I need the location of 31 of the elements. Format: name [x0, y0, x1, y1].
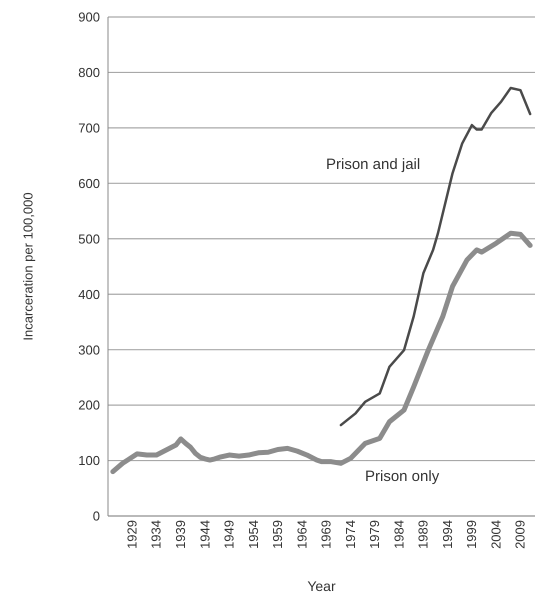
x-tick-label: 1989 — [416, 520, 431, 549]
x-tick-label: 1979 — [367, 520, 382, 549]
x-tick-label: 1929 — [124, 520, 140, 549]
x-tick-label: 1959 — [270, 520, 286, 549]
x-tick-label: 2004 — [488, 520, 504, 549]
x-tick-label: 1964 — [294, 520, 310, 549]
y-tick-label: 700 — [78, 120, 100, 136]
y-tick-label: 800 — [78, 65, 100, 80]
y-tick-label: 400 — [78, 286, 100, 302]
x-tick-label: 1949 — [222, 520, 237, 549]
x-tick-label: 1934 — [148, 520, 164, 549]
x-tick-label: 1939 — [173, 520, 188, 549]
y-tick-label: 600 — [78, 176, 100, 191]
x-tick-label: 2009 — [512, 520, 528, 549]
x-tick-label: 1984 — [391, 520, 406, 549]
text: Prison and jail — [326, 156, 420, 173]
x-tick-label: 1944 — [197, 520, 212, 549]
x-tick-label: 1969 — [318, 520, 334, 549]
x-tick-label: 1974 — [342, 520, 358, 549]
x-tick-label: 1994 — [440, 520, 455, 549]
y-axis-title: Incarceration per 100,000 — [20, 192, 36, 341]
y-tick-label: 500 — [78, 231, 100, 246]
series-label: Prison only — [365, 468, 440, 485]
x-tick-label: 1999 — [464, 520, 480, 549]
y-tick-label: 200 — [78, 398, 100, 413]
x-axis-title: Year — [307, 578, 336, 594]
y-tick-label: 0 — [92, 508, 100, 524]
x-tick-label: 1954 — [246, 520, 261, 549]
y-tick-label: 100 — [78, 453, 100, 468]
y-tick-label: 900 — [78, 10, 100, 25]
y-tick-label: 300 — [78, 342, 100, 358]
